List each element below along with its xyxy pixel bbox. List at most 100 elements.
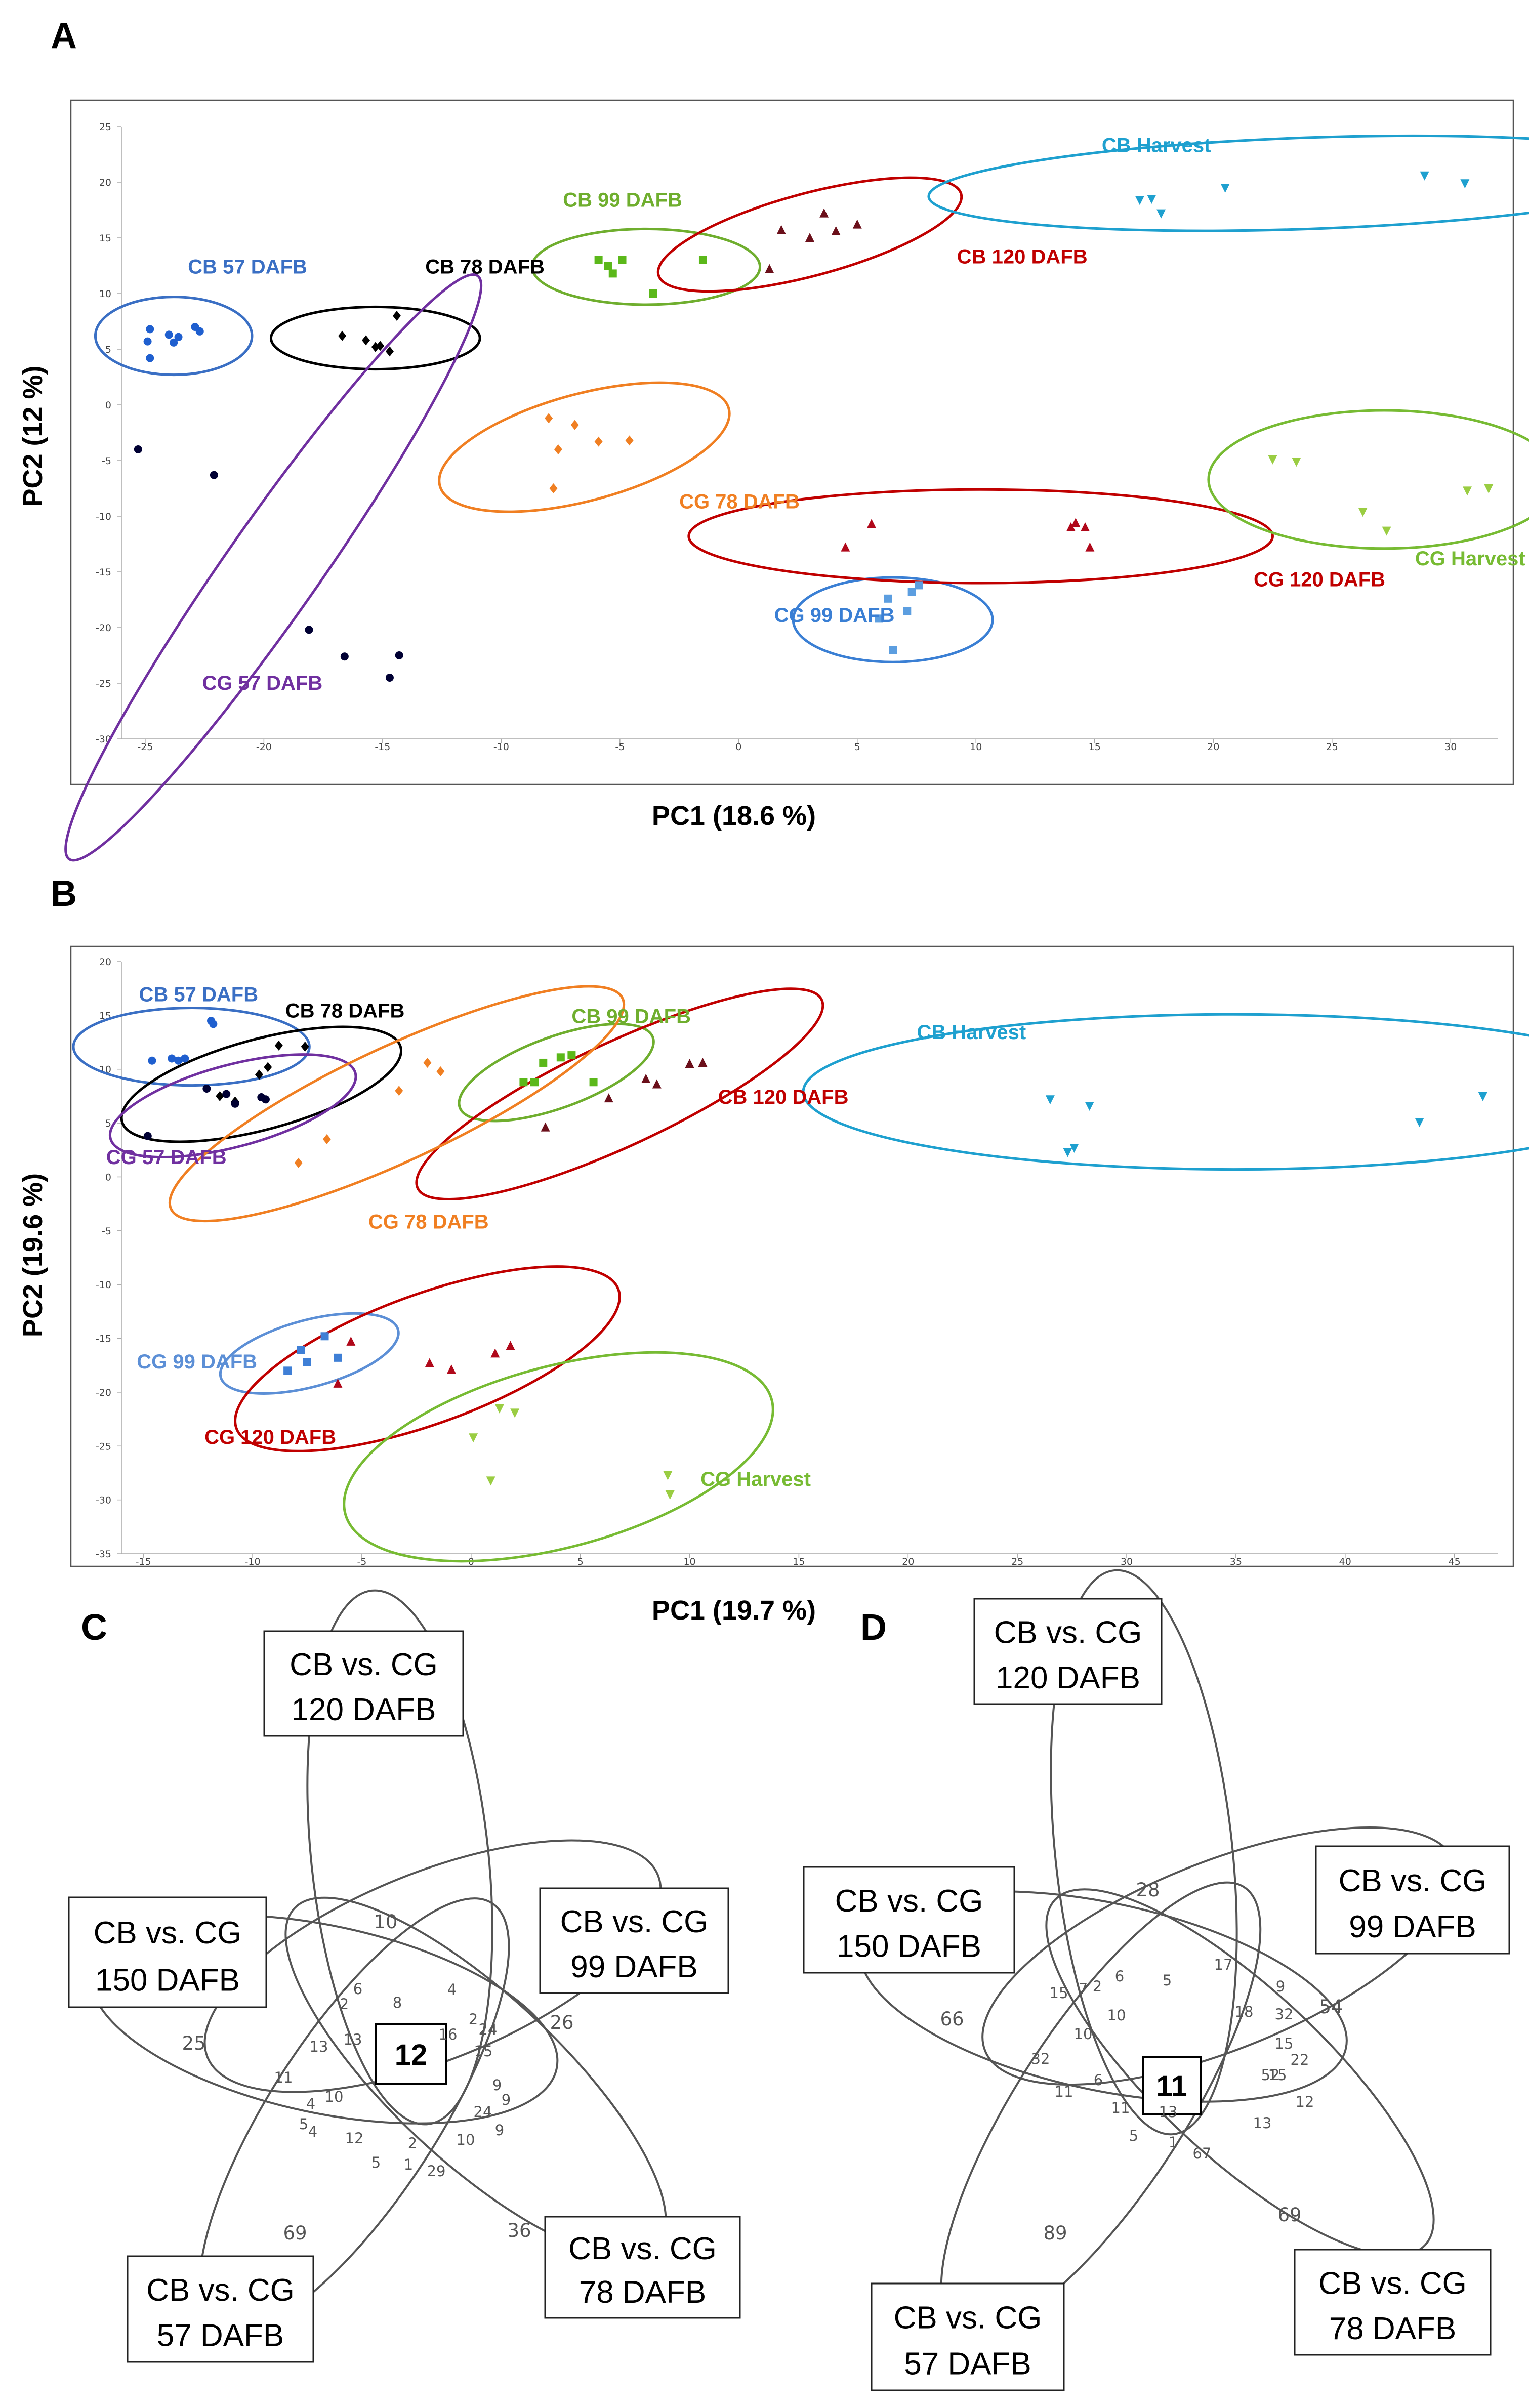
point-cb-78-dafb-a [362, 335, 370, 346]
group-label-cb-120-dafb-b: CB 120 DAFB [718, 1086, 849, 1108]
point-cg-120-dafb-b [425, 1358, 434, 1367]
point-cb-harvest-b [1063, 1148, 1072, 1157]
y-tick-label-b: -20 [96, 1387, 111, 1398]
venn-d-center-count: 11 [1156, 2070, 1187, 2103]
group-label-cg-harvest-a: CG Harvest [1415, 548, 1525, 570]
group-label-cg-78-dafb-b: CG 78 DAFB [368, 1211, 489, 1233]
venn-d-region-count: 89 [1043, 2222, 1067, 2244]
venn-c-region-count: 9 [495, 2122, 504, 2139]
venn-d-set-box-0 [973, 1598, 1163, 1705]
venn-c-set-label-line1: CB vs. CG [146, 2273, 295, 2308]
point-cb-harvest-a [1156, 209, 1166, 219]
x-tick-label-b: -10 [245, 1556, 261, 1567]
venn-d-region-count: 18 [1235, 2003, 1254, 2020]
y-tick-label-a: -20 [96, 622, 111, 634]
group-label-cb-120-dafb-a: CB 120 DAFB [957, 246, 1088, 268]
group-label-cg-57-dafb-a: CG 57 DAFB [202, 672, 322, 694]
x-tick-label-b: 15 [793, 1556, 805, 1567]
venn-d-region-count: 10 [1074, 2025, 1093, 2043]
x-axis-title-b: PC1 (19.7 %) [652, 1595, 816, 1626]
venn-c-region-count: 36 [507, 2220, 531, 2241]
venn-diagram-d: CB vs. CG 120 DAFB CB vs. CG 99 DAFB CB vs. … [803, 1569, 1510, 2391]
point-cb-99-dafb-b [556, 1053, 565, 1062]
point-cb-57-dafb-a [164, 330, 173, 339]
venn-d-set-label-line2: 99 DAFB [1349, 1909, 1476, 1944]
venn-d-region-count: 13 [1253, 2114, 1272, 2132]
venn-d-region-count: 28 [1136, 1879, 1160, 1901]
point-cb-99-dafb-b [589, 1078, 598, 1087]
y-tick-label-b: -10 [96, 1279, 111, 1291]
plot-frame-a [70, 99, 1514, 785]
group-label-cg-99-dafb-a: CG 99 DAFB [774, 604, 895, 627]
point-cg-harvest-a [1382, 526, 1391, 536]
venn-c-region-count: 9 [492, 2077, 502, 2094]
venn-d-region-count: 12 [1296, 2093, 1314, 2110]
venn-d-set-label-line2: 78 DAFB [1329, 2311, 1457, 2346]
venn-d-region-count: 11 [1055, 2083, 1073, 2100]
point-cg-57-dafb-a [210, 471, 218, 479]
venn-d-region-count: 9 [1276, 1978, 1285, 1995]
point-cb-120-dafb-a [852, 219, 862, 229]
venn-d-region-count: 15 [1268, 2066, 1287, 2084]
group-label-cb-harvest-a: CB Harvest [1102, 135, 1211, 157]
point-cg-99-dafb-b [297, 1346, 305, 1354]
y-tick-label-a: -25 [96, 678, 111, 689]
point-cg-harvest-b [663, 1471, 673, 1480]
panel-letter-a: A [51, 16, 77, 56]
point-cg-99-dafb-b [303, 1358, 311, 1366]
venn-c-region-count: 6 [353, 1980, 362, 1998]
point-cb-harvest-b [1069, 1144, 1079, 1153]
point-cb-harvest-a [1420, 171, 1429, 181]
x-axis-title-a: PC1 (18.6 %) [652, 801, 816, 831]
venn-d-region-count: 54 [1319, 1996, 1343, 2018]
point-cg-78-dafb-b [423, 1057, 432, 1068]
venn-c-region-count: 8 [393, 1994, 402, 2011]
venn-c-set-label-line1: CB vs. CG [560, 1904, 709, 1939]
venn-d-set-label-line1: CB vs. CG [1318, 2266, 1467, 2301]
point-cb-57-dafb-b [168, 1054, 176, 1063]
point-cb-57-dafb-a [146, 354, 154, 362]
venn-c-region-count: 4 [308, 2123, 317, 2140]
venn-d-set-box-1 [1315, 1845, 1510, 1955]
point-cg-57-dafb-b [143, 1132, 152, 1140]
venn-d-region-count: 17 [1214, 1956, 1233, 1973]
x-tick-label-a: 15 [1089, 741, 1101, 753]
point-cb-57-dafb-a [195, 327, 204, 336]
point-cb-harvest-b [1045, 1095, 1055, 1105]
venn-d-region-count: 15 [1275, 2035, 1294, 2052]
point-cg-harvest-a [1268, 455, 1277, 465]
x-tick-label-a: 25 [1326, 741, 1338, 753]
venn-d-region-count: 5 [1163, 1972, 1172, 1989]
x-tick-label-b: -5 [357, 1556, 366, 1567]
y-tick-label-a: -5 [102, 455, 111, 467]
x-tick-label-a: -5 [615, 741, 625, 753]
ellipse-cb-harvest-b [802, 1013, 1529, 1171]
ellipse-cg-57-dafb-a [64, 273, 483, 862]
venn-c-set-box-4 [68, 1896, 267, 2008]
point-cb-120-dafb-a [776, 225, 786, 234]
venn-d-set-label-line1: CB vs. CG [835, 1884, 983, 1919]
panel-letter-b: B [51, 874, 77, 914]
panel-letter-c: C [81, 1607, 107, 1648]
venn-c-set-label-line1: CB vs. CG [94, 1916, 242, 1950]
point-cg-harvest-a [1292, 458, 1301, 467]
point-cb-harvest-b [1415, 1117, 1424, 1127]
point-cg-harvest-b [469, 1433, 478, 1443]
group-label-cg-99-dafb-b: CG 99 DAFB [137, 1351, 257, 1373]
x-tick-label-a: 30 [1444, 741, 1457, 753]
group-label-cb-harvest-b: CB Harvest [917, 1021, 1026, 1044]
venn-c-region-count: 5 [371, 2154, 381, 2171]
x-tick-label-a: -25 [137, 741, 153, 753]
point-cg-99-dafb-a [903, 607, 912, 615]
y-axis-title-b: PC2 (19.6 %) [18, 1173, 48, 1337]
x-tick-label-b: 5 [577, 1556, 584, 1567]
venn-d-center-box [1142, 2056, 1202, 2115]
venn-d-region-count: 11 [1111, 2099, 1130, 2116]
point-cg-78-dafb-a [625, 435, 634, 446]
x-tick-label-b: 40 [1339, 1556, 1351, 1567]
x-tick-label-a: -10 [493, 741, 509, 753]
point-cb-99-dafb-b [519, 1078, 528, 1087]
venn-c-set-label-line2: 99 DAFB [570, 1949, 698, 1984]
point-cg-120-dafb-b [490, 1348, 500, 1358]
point-cb-99-dafb-a [594, 256, 603, 264]
